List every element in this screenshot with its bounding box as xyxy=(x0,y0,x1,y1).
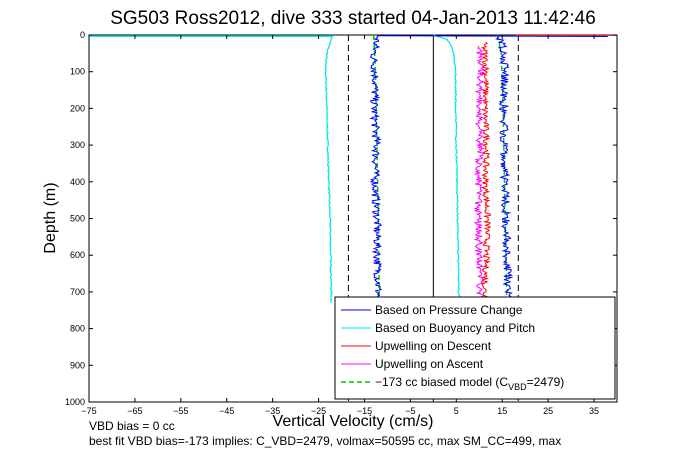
chart-title: SG503 Ross2012, dive 333 started 04-Jan-… xyxy=(110,8,596,29)
series-pressure-surface xyxy=(378,35,608,37)
x-tick-label: −75 xyxy=(81,406,96,416)
series-buoyancy-asc xyxy=(433,34,464,304)
legend-label-model-subscript: VBD xyxy=(508,382,527,392)
y-tick-label: 300 xyxy=(70,140,85,150)
y-axis-ticks: 0 100 200 300 400 500 600 700 800 900 1000 xyxy=(65,30,617,407)
legend-label-model: −173 cc biased model (CVBD=2479) xyxy=(375,375,564,392)
y-tick-label: 0 xyxy=(80,30,85,40)
y-tick-label: 500 xyxy=(70,214,85,224)
x-tick-label: −25 xyxy=(311,406,326,416)
x-tick-label: 15 xyxy=(497,406,507,416)
x-tick-label: 25 xyxy=(543,406,553,416)
legend-box xyxy=(334,296,616,400)
x-tick-label: 5 xyxy=(454,406,459,416)
series-ascent xyxy=(473,45,487,304)
series-descent xyxy=(480,41,492,304)
y-axis-label: Depth (m) xyxy=(42,182,59,253)
note-vbd-bias: VBD bias = 0 cc xyxy=(89,419,175,433)
y-tick-label: 700 xyxy=(70,287,85,297)
y-tick-label: 600 xyxy=(70,250,85,260)
y-tick-label: 400 xyxy=(70,177,85,187)
legend-label-pressure: Based on Pressure Change xyxy=(375,303,523,317)
legend-label-model-tail: =2479) xyxy=(527,375,565,389)
series-model-desc xyxy=(372,34,380,303)
legend-label-descent: Upwelling on Descent xyxy=(375,339,492,353)
series-buoyancy-desc xyxy=(324,35,334,304)
x-tick-label: 35 xyxy=(589,406,599,416)
x-tick-label: −55 xyxy=(173,406,188,416)
x-axis-label: Vertical Velocity (cm/s) xyxy=(273,413,434,430)
x-tick-label: −35 xyxy=(265,406,280,416)
y-tick-label: 800 xyxy=(70,324,85,334)
y-tick-label: 100 xyxy=(70,67,85,77)
y-tick-label: 1000 xyxy=(65,397,85,407)
x-tick-label: −5 xyxy=(405,406,415,416)
series-pressure-asc xyxy=(495,36,514,304)
series-pressure-desc xyxy=(369,35,383,304)
y-tick-label: 200 xyxy=(70,103,85,113)
legend-label-buoyancy: Based on Buoyancy and Pitch xyxy=(375,321,535,335)
legend: Based on Pressure Change Based on Buoyan… xyxy=(334,296,616,400)
x-tick-label: −15 xyxy=(357,406,372,416)
note-best-fit: best fit VBD bias=-173 implies: C_VBD=24… xyxy=(89,434,561,448)
series-layer xyxy=(89,34,617,304)
x-axis-ticks: −75 −65 −55 −45 −35 −25 −15 −5 5 15 25 35 xyxy=(81,35,599,416)
x-tick-label: −45 xyxy=(219,406,234,416)
legend-label-model-main: −173 cc biased model (C xyxy=(375,375,508,389)
legend-label-ascent: Upwelling on Ascent xyxy=(375,357,484,371)
y-tick-label: 900 xyxy=(70,360,85,370)
x-tick-label: −65 xyxy=(127,406,142,416)
